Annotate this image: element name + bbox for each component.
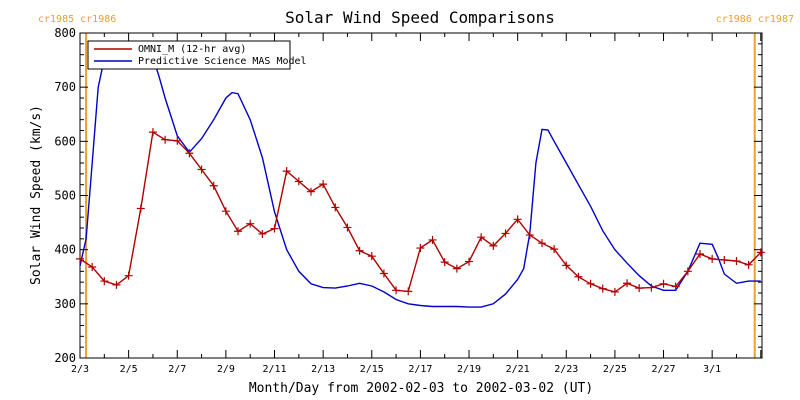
data-point-marker <box>525 231 534 240</box>
data-point-marker <box>756 248 765 257</box>
data-point-marker <box>294 177 303 186</box>
plot-frame <box>79 32 763 359</box>
y-axis-label: Solar Wind Speed (km/s) <box>29 105 44 285</box>
series-line <box>79 130 762 293</box>
data-point-marker <box>124 271 133 280</box>
data-point-marker <box>574 272 583 281</box>
data-point-marker <box>416 244 425 253</box>
data-point-marker <box>623 279 632 288</box>
data-point-marker <box>489 241 498 250</box>
series-line <box>79 49 761 308</box>
data-point-marker <box>671 282 680 291</box>
y-tick-label: 300 <box>54 297 76 311</box>
data-point-marker <box>306 187 315 196</box>
data-point-marker <box>610 287 619 296</box>
data-point-marker <box>501 229 510 238</box>
data-point-marker <box>477 233 486 242</box>
data-point-marker <box>197 165 206 174</box>
data-point-marker <box>221 207 230 216</box>
data-point-marker <box>744 260 753 269</box>
data-point-marker <box>598 284 607 293</box>
data-point-marker <box>161 135 170 144</box>
data-point-marker <box>331 203 340 212</box>
data-point-marker <box>173 136 182 145</box>
x-tick-label: 2/3 <box>71 364 89 375</box>
x-tick-label: 3/1 <box>703 364 721 375</box>
data-point-marker <box>185 149 194 158</box>
data-point-marker <box>452 264 461 273</box>
x-tick-label: 2/11 <box>262 364 286 375</box>
chart-title: Solar Wind Speed Comparisons <box>285 8 555 27</box>
data-point-marker <box>355 246 364 255</box>
x-tick-label: 2/17 <box>408 364 432 375</box>
x-tick-label: 2/27 <box>651 364 675 375</box>
data-point-marker <box>88 263 97 271</box>
data-point-marker <box>100 277 109 286</box>
legend: OMNI_M (12-hr avg) Predictive Science MA… <box>87 40 307 70</box>
x-axis: 2/3 2/5 2/7 2/9 2/11 2/13 2/15 2/17 2/19 2/21 2/23… <box>71 33 762 375</box>
x-tick-label: 2/21 <box>506 364 530 375</box>
data-point-marker <box>683 267 692 276</box>
legend-box <box>87 40 291 70</box>
y-tick-label: 200 <box>54 351 76 365</box>
data-point-marker <box>696 250 704 258</box>
data-point-marker <box>659 279 668 288</box>
data-point-marker <box>428 235 437 244</box>
data-point-marker <box>720 255 729 264</box>
data-point-marker <box>732 257 741 266</box>
x-tick-label: 2/19 <box>457 364 481 375</box>
data-point-marker <box>367 252 376 261</box>
x-tick-label: 2/23 <box>554 364 578 375</box>
data-point-marker <box>586 279 595 288</box>
data-point-marker <box>550 245 559 254</box>
data-point-marker <box>282 167 291 176</box>
data-point-marker <box>246 219 255 228</box>
y-tick-label: 800 <box>54 26 76 40</box>
y-axis: 200 300 400 500 600 700 800 <box>54 26 762 365</box>
x-tick-label: 2/25 <box>603 364 627 375</box>
data-point-marker <box>270 224 279 233</box>
data-point-marker <box>258 229 267 238</box>
data-point-marker <box>112 280 121 289</box>
data-point-marker <box>319 180 328 189</box>
series-layer <box>76 49 765 308</box>
y-tick-label: 400 <box>54 243 76 257</box>
x-tick-label: 2/13 <box>311 364 335 375</box>
data-point-marker <box>209 181 218 190</box>
data-point-marker <box>379 269 388 278</box>
data-point-marker <box>465 257 474 266</box>
y-tick-label: 600 <box>54 134 76 148</box>
y-tick-label: 700 <box>54 80 76 94</box>
data-point-marker <box>234 227 243 236</box>
rotation-marker-label-start: cr1985 cr1986 <box>38 14 116 25</box>
rotation-lines <box>85 33 756 358</box>
rotation-marker-label-end: cr1986 cr1987 <box>716 14 794 25</box>
x-tick-label: 2/5 <box>120 364 138 375</box>
data-point-marker <box>708 254 717 263</box>
x-tick-label: 2/7 <box>168 364 186 375</box>
legend-label-omni: OMNI_M (12-hr avg) <box>138 44 246 55</box>
data-point-marker <box>392 286 401 295</box>
data-point-marker <box>440 258 449 267</box>
x-axis-label: Month/Day from 2002-02-03 to 2002-03-02 … <box>249 381 593 396</box>
data-point-marker <box>513 215 522 224</box>
data-point-marker <box>635 284 644 293</box>
data-point-marker <box>76 254 84 263</box>
data-point-marker <box>136 204 145 213</box>
data-point-marker <box>148 128 157 137</box>
y-tick-label: 500 <box>54 189 76 203</box>
data-point-marker <box>404 287 413 296</box>
x-tick-label: 2/9 <box>217 364 235 375</box>
data-point-marker <box>562 261 571 270</box>
data-point-marker <box>647 283 656 292</box>
data-point-marker <box>343 223 352 232</box>
data-point-marker <box>537 239 546 248</box>
x-tick-label: 2/15 <box>360 364 384 375</box>
legend-label-mas: Predictive Science MAS Model <box>138 56 307 67</box>
